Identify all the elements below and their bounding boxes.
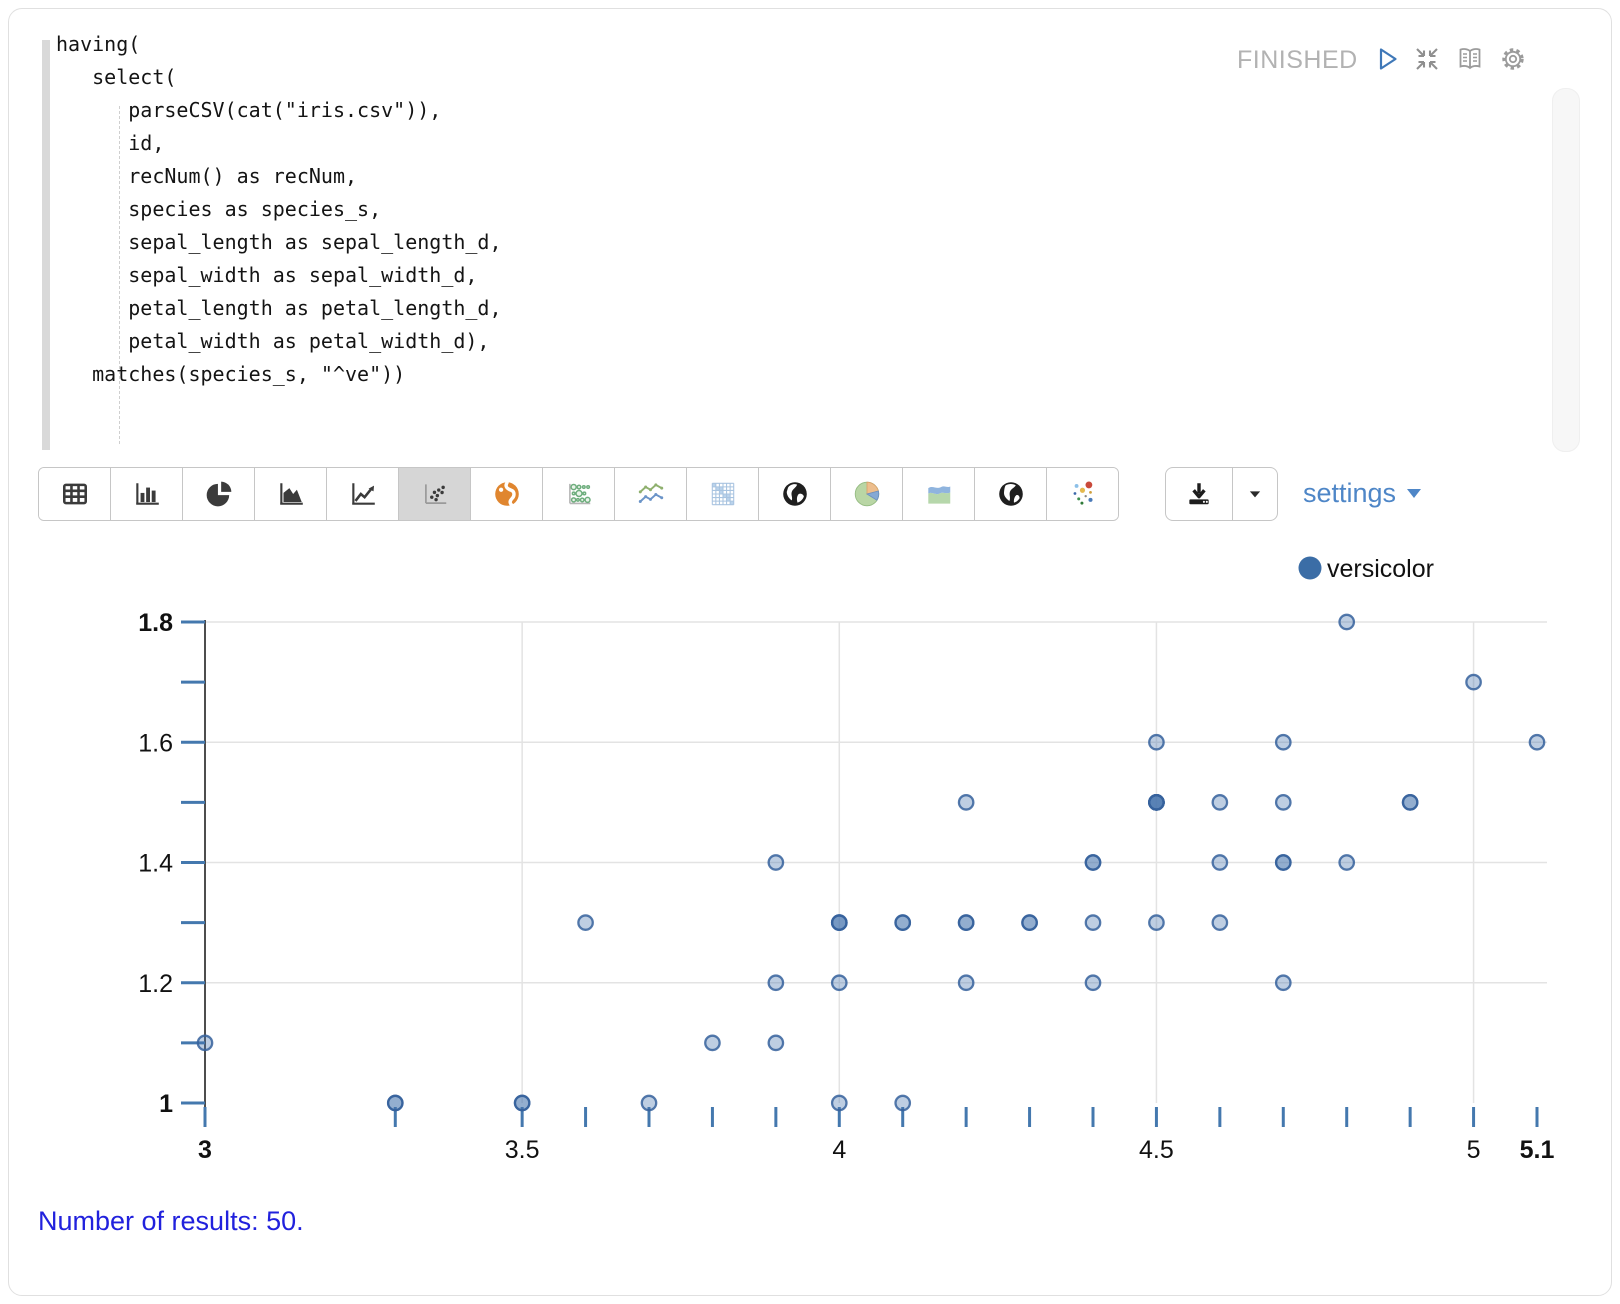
toolbar-line-chart-button[interactable]: [327, 468, 399, 520]
scatter-plot-icon: [424, 484, 446, 504]
download-button-group: [1165, 467, 1278, 521]
gear-icon: [1502, 48, 1524, 70]
svg-text:5: 5: [1467, 1136, 1481, 1164]
indent-guide: [119, 106, 120, 444]
toolbar-table-button[interactable]: [39, 468, 111, 520]
docs-button[interactable]: [1455, 44, 1485, 74]
bar-chart-icon: [135, 483, 159, 505]
globe-dark-2-icon: [998, 482, 1023, 506]
run-icon: [1379, 48, 1397, 70]
table-icon: [62, 483, 87, 505]
collapse-icon: [1416, 48, 1438, 70]
download-icon: [1189, 483, 1209, 505]
download-button[interactable]: [1166, 468, 1233, 520]
stacked-area-chart-icon: [927, 486, 950, 504]
toolbar-pie-chart-button[interactable]: [183, 468, 255, 520]
run-button[interactable]: [1372, 44, 1402, 74]
toolbar-stacked-area-chart-button[interactable]: [903, 468, 975, 520]
cell-status-label: FINISHED: [1237, 46, 1358, 74]
area-chart-icon: [279, 483, 303, 505]
svg-text:4: 4: [832, 1136, 846, 1164]
docs-book-icon: [1459, 48, 1481, 70]
toolbar-adjacency-matrix-button[interactable]: [687, 468, 759, 520]
legend-dot: [1298, 556, 1322, 580]
toolbar-scatter-plot-button[interactable]: [399, 468, 471, 520]
pie-chart-color-icon: [854, 481, 879, 507]
svg-text:1: 1: [159, 1090, 173, 1118]
chart-type-toolbar: [38, 467, 1119, 521]
toolbar-bar-chart-button[interactable]: [111, 468, 183, 520]
svg-text:4.5: 4.5: [1139, 1136, 1174, 1164]
toolbar-globe-dark-2-button[interactable]: [975, 468, 1047, 520]
editor-gutter: [42, 40, 50, 450]
scatter-chart: 1 1.2 1.4 1.6 1.8 3 3.5 4 4.5 5 5.1 versicolor: [138, 555, 1555, 1164]
toolbar-area-chart-button[interactable]: [255, 468, 327, 520]
legend-label: versicolor: [1327, 555, 1434, 583]
toolbar-world-map-orange-button[interactable]: [471, 468, 543, 520]
settings-label: settings: [1303, 477, 1397, 508]
bubble-chart-color-icon: [1073, 481, 1093, 505]
toolbar-bubble-chart-color-button[interactable]: [1047, 468, 1118, 520]
toolbar-pie-chart-color-button[interactable]: [831, 468, 903, 520]
results-count-label: Number of results: 50.: [38, 1206, 304, 1236]
svg-text:1.2: 1.2: [138, 970, 173, 998]
multi-line-chart-icon: [638, 483, 663, 503]
code-editor[interactable]: having( select( parseCSV(cat("iris.csv")…: [56, 32, 502, 386]
caret-down-icon: [1249, 491, 1261, 498]
editor-scrollbar[interactable]: [1552, 88, 1580, 452]
svg-text:5.1: 5.1: [1520, 1136, 1555, 1164]
bubble-matrix-icon: [568, 483, 591, 505]
settings-link[interactable]: settings: [1303, 467, 1423, 519]
svg-text:1.6: 1.6: [138, 729, 173, 757]
settings-caret-icon: [1407, 489, 1422, 498]
toolbar-globe-dark-button[interactable]: [759, 468, 831, 520]
collapse-button[interactable]: [1412, 44, 1442, 74]
svg-text:3.5: 3.5: [505, 1136, 540, 1164]
svg-text:1.4: 1.4: [138, 850, 173, 878]
toolbar-bubble-matrix-button[interactable]: [543, 468, 615, 520]
globe-dark-icon: [782, 482, 807, 506]
pie-chart-icon: [206, 481, 231, 507]
svg-text:1.8: 1.8: [138, 609, 173, 637]
cell-settings-button[interactable]: [1498, 44, 1528, 74]
toolbar-multi-line-chart-button[interactable]: [615, 468, 687, 520]
line-chart-icon: [351, 483, 375, 505]
svg-text:3: 3: [198, 1136, 212, 1164]
download-options-button[interactable]: [1233, 468, 1277, 520]
world-map-orange-icon: [494, 481, 519, 508]
adjacency-matrix-icon: [711, 482, 734, 506]
